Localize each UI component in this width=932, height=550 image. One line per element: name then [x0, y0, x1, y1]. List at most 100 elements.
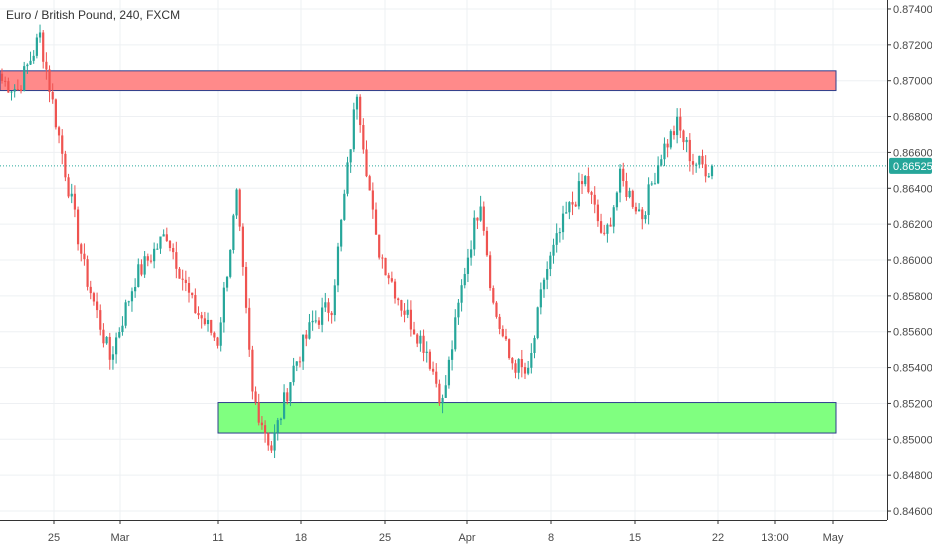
- candle-body: [16, 89, 19, 91]
- candle-body: [76, 209, 80, 245]
- support-zone[interactable]: [217, 402, 837, 434]
- candle-body: [355, 96, 359, 110]
- candle-body: [653, 183, 657, 185]
- candle-body: [99, 310, 102, 330]
- candle-body: [710, 165, 714, 177]
- candle-body: [612, 207, 615, 227]
- candle-body: [349, 149, 352, 163]
- candle-body: [257, 402, 260, 423]
- candle-body: [685, 139, 688, 143]
- candle-body: [676, 116, 679, 136]
- y-tick-label: 0.85000: [893, 434, 932, 446]
- candle-body: [707, 176, 710, 178]
- candle-body: [625, 181, 628, 197]
- candle-body: [314, 320, 317, 322]
- candle-body: [530, 352, 533, 368]
- candle-body: [86, 259, 89, 287]
- candle-body: [466, 257, 470, 274]
- candle-body: [571, 202, 574, 205]
- candle-body: [523, 367, 527, 374]
- candle-body: [89, 286, 92, 294]
- y-tick-label: 0.87200: [893, 40, 932, 52]
- candle-body: [520, 359, 523, 368]
- candle-body: [238, 189, 241, 227]
- candle-body: [590, 192, 593, 195]
- candle-body: [501, 328, 504, 337]
- candle-body: [38, 32, 42, 38]
- candle-body: [0, 73, 4, 81]
- candle-body: [194, 295, 197, 314]
- x-tick-label: 25: [379, 532, 391, 544]
- candle-body: [498, 316, 501, 329]
- candle-body: [599, 221, 603, 233]
- candle-body: [587, 176, 590, 193]
- candle-body: [606, 224, 609, 234]
- candle-body: [206, 319, 210, 325]
- x-tick-label: Apr: [458, 532, 475, 544]
- candle-body: [251, 349, 254, 392]
- last-price-label: 0.86525: [893, 161, 932, 173]
- candle-body: [593, 194, 596, 205]
- candle-body: [691, 161, 695, 165]
- candle-body: [622, 168, 625, 182]
- candle-body: [359, 96, 362, 126]
- candle-body: [504, 336, 508, 340]
- x-tick-label: Mar: [111, 532, 130, 544]
- candle-body: [35, 37, 38, 56]
- candle-body: [485, 230, 489, 256]
- candle-body: [371, 190, 374, 210]
- y-tick-label: 0.85400: [893, 363, 932, 375]
- candle-body: [657, 165, 660, 184]
- candle-body: [695, 164, 698, 166]
- candle-body: [57, 127, 61, 136]
- candle-body: [517, 359, 520, 373]
- candle-body: [276, 420, 279, 433]
- candle-body: [279, 418, 283, 421]
- y-tick-label: 0.86000: [893, 255, 932, 267]
- candle-body: [48, 69, 51, 92]
- resistance-zone[interactable]: [0, 70, 837, 92]
- candle-body: [302, 334, 305, 362]
- candle-body: [615, 192, 619, 208]
- x-tick-label: 15: [629, 532, 641, 544]
- candle-body: [181, 278, 184, 280]
- candle-body: [533, 337, 536, 353]
- candle-body: [463, 273, 466, 286]
- candle-body: [213, 332, 216, 338]
- candle-body: [441, 397, 444, 404]
- candle-body: [172, 248, 175, 253]
- candle-body: [511, 358, 514, 364]
- candle-body: [23, 66, 26, 92]
- candle-body: [298, 361, 302, 363]
- candle-body: [568, 202, 571, 213]
- candle-body: [698, 155, 701, 165]
- candle-body: [153, 248, 156, 262]
- candle-body: [80, 244, 83, 254]
- candle-body: [422, 335, 425, 353]
- candle-body: [470, 249, 473, 258]
- candle-body: [508, 339, 511, 359]
- candle-body: [546, 269, 549, 280]
- candle-body: [346, 162, 349, 194]
- price-scale[interactable]: 0.87400 0.87200 0.87000 0.86800 0.86600 0.864…: [887, 4, 932, 518]
- candle-body: [159, 236, 162, 249]
- candle-body: [321, 307, 324, 325]
- candle-body: [555, 233, 558, 245]
- candle-body: [596, 204, 599, 222]
- candle-body: [121, 325, 124, 333]
- candle-body: [701, 155, 704, 165]
- time-scale[interactable]: 25 Mar 11 18 25 Apr 8 15 22 13:00 May: [48, 520, 844, 544]
- candle-body: [229, 249, 232, 277]
- candle-body: [558, 232, 561, 234]
- candle-body: [482, 206, 485, 231]
- candle-body: [460, 285, 463, 303]
- candle-body: [191, 292, 194, 296]
- candle-body: [412, 329, 416, 335]
- y-tick-label: 0.85600: [893, 327, 932, 339]
- candle-body: [536, 307, 539, 338]
- candle-body: [10, 91, 13, 93]
- x-tick-label: 18: [295, 532, 307, 544]
- candle-body: [419, 335, 422, 344]
- candle-body: [273, 432, 276, 451]
